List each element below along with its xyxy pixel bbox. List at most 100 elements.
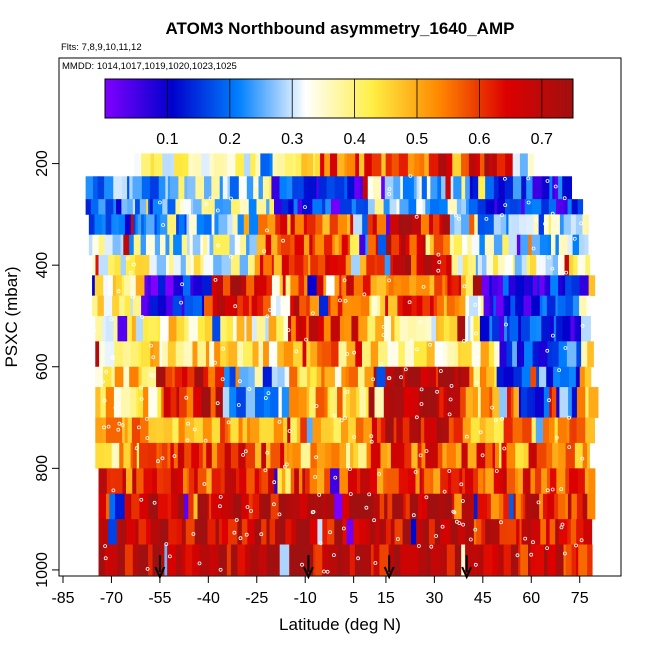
heatmap-cell	[260, 153, 270, 177]
heatmap-cell	[184, 214, 187, 236]
heatmap-cell	[113, 387, 122, 418]
heatmap-cell	[156, 255, 167, 276]
heatmap-cell	[530, 275, 534, 297]
colorbar-segment	[183, 79, 186, 118]
heatmap-cell	[425, 315, 432, 342]
heatmap-cell	[121, 199, 128, 215]
heatmap-cell	[551, 341, 560, 368]
heatmap-cell	[289, 366, 298, 388]
heatmap-cell	[306, 387, 310, 418]
observation-point	[268, 307, 272, 312]
heatmap-cell	[469, 176, 473, 200]
colorbar-segment	[163, 79, 166, 118]
heatmap-cell	[391, 153, 400, 177]
colorbar-segment	[243, 79, 246, 118]
heatmap-cell	[294, 234, 305, 256]
heatmap-cell	[473, 544, 478, 576]
heatmap-cell	[542, 493, 548, 520]
colorbar-segment	[381, 79, 384, 118]
heatmap-cell	[421, 493, 428, 520]
observation-point	[554, 435, 559, 440]
heatmap-cell	[452, 153, 462, 177]
heatmap-cell	[433, 366, 437, 388]
heatmap-cell	[105, 493, 110, 520]
heatmap-cell	[575, 366, 581, 388]
observation-point	[215, 208, 220, 213]
heatmap-cell	[506, 341, 513, 368]
heatmap-cell	[215, 519, 220, 545]
heatmap-cell	[233, 493, 242, 520]
heatmap-cell	[92, 275, 96, 297]
colorbar-segment	[119, 79, 122, 118]
dates-label: MMDD: 1014,1017,1019,1020,1023,1025	[62, 61, 237, 72]
heatmap-cell	[494, 199, 498, 215]
heatmap-cell	[258, 341, 264, 368]
heatmap-cell	[423, 234, 426, 256]
observation-point	[381, 324, 386, 329]
heatmap-cell	[373, 493, 381, 520]
heatmap-cell	[503, 544, 512, 576]
observation-point	[213, 277, 218, 282]
heatmap-cell	[276, 315, 284, 342]
colorbar-segment	[333, 79, 336, 118]
colorbar-segment	[557, 79, 560, 118]
heatmap-cell	[359, 387, 367, 418]
heatmap-cell	[390, 255, 394, 276]
heatmap-cell	[92, 255, 96, 276]
heatmap-cell	[316, 442, 326, 469]
colorbar-segment	[559, 79, 562, 118]
heatmap-cell	[211, 214, 215, 236]
heatmap-cell	[434, 519, 441, 545]
heatmap-cell	[543, 417, 550, 444]
heatmap-cell	[457, 315, 466, 342]
heatmap-cell	[130, 295, 134, 317]
heatmap-cell	[355, 417, 364, 444]
observation-point	[265, 314, 270, 319]
colorbar-segment	[489, 79, 492, 118]
heatmap-cell	[414, 442, 418, 469]
heatmap-cell	[452, 493, 455, 520]
heatmap-cell	[433, 468, 441, 495]
heatmap-cell	[230, 442, 239, 469]
observation-point	[149, 343, 154, 348]
heatmap-cell	[492, 315, 500, 342]
heatmap-cell	[90, 199, 99, 215]
heatmap-cell	[468, 493, 472, 520]
heatmap-cell	[195, 176, 205, 200]
heatmap-cell	[349, 493, 354, 520]
observation-point	[448, 397, 453, 402]
heatmap-cell	[149, 176, 160, 200]
heatmap-cell	[513, 493, 517, 520]
heatmap-cell	[506, 468, 516, 495]
heatmap-cell	[455, 442, 462, 469]
heatmap-cell	[553, 234, 556, 256]
heatmap-cell	[578, 544, 588, 576]
heatmap-cell	[407, 468, 416, 495]
heatmap-cell	[149, 255, 158, 276]
heatmap-cell	[218, 544, 223, 576]
heatmap-cell	[194, 366, 204, 388]
heatmap-cell	[492, 442, 496, 469]
heatmap-cell	[316, 366, 322, 388]
heatmap-cell	[385, 295, 389, 317]
heatmap-cell	[249, 234, 258, 256]
heatmap-cell	[312, 234, 316, 256]
heatmap-cell	[561, 275, 566, 297]
heatmap-cell	[481, 275, 490, 297]
heatmap-cell	[166, 295, 174, 317]
colorbar-segment	[279, 79, 282, 118]
heatmap-cell	[213, 153, 224, 177]
colorbar-segment	[473, 79, 476, 118]
colorbar-segment	[237, 79, 240, 118]
heatmap-cell	[251, 315, 258, 342]
colorbar-segment	[109, 79, 112, 118]
heatmap-cell	[470, 417, 481, 444]
heatmap-cell	[545, 519, 551, 545]
colorbar-segment	[467, 79, 470, 118]
heatmap-cell	[394, 315, 401, 342]
x-tick-label: -70	[100, 590, 123, 607]
colorbar-segment	[231, 79, 234, 118]
heatmap-cell	[367, 199, 376, 215]
heatmap-cell	[431, 255, 441, 276]
observation-point	[550, 266, 555, 271]
